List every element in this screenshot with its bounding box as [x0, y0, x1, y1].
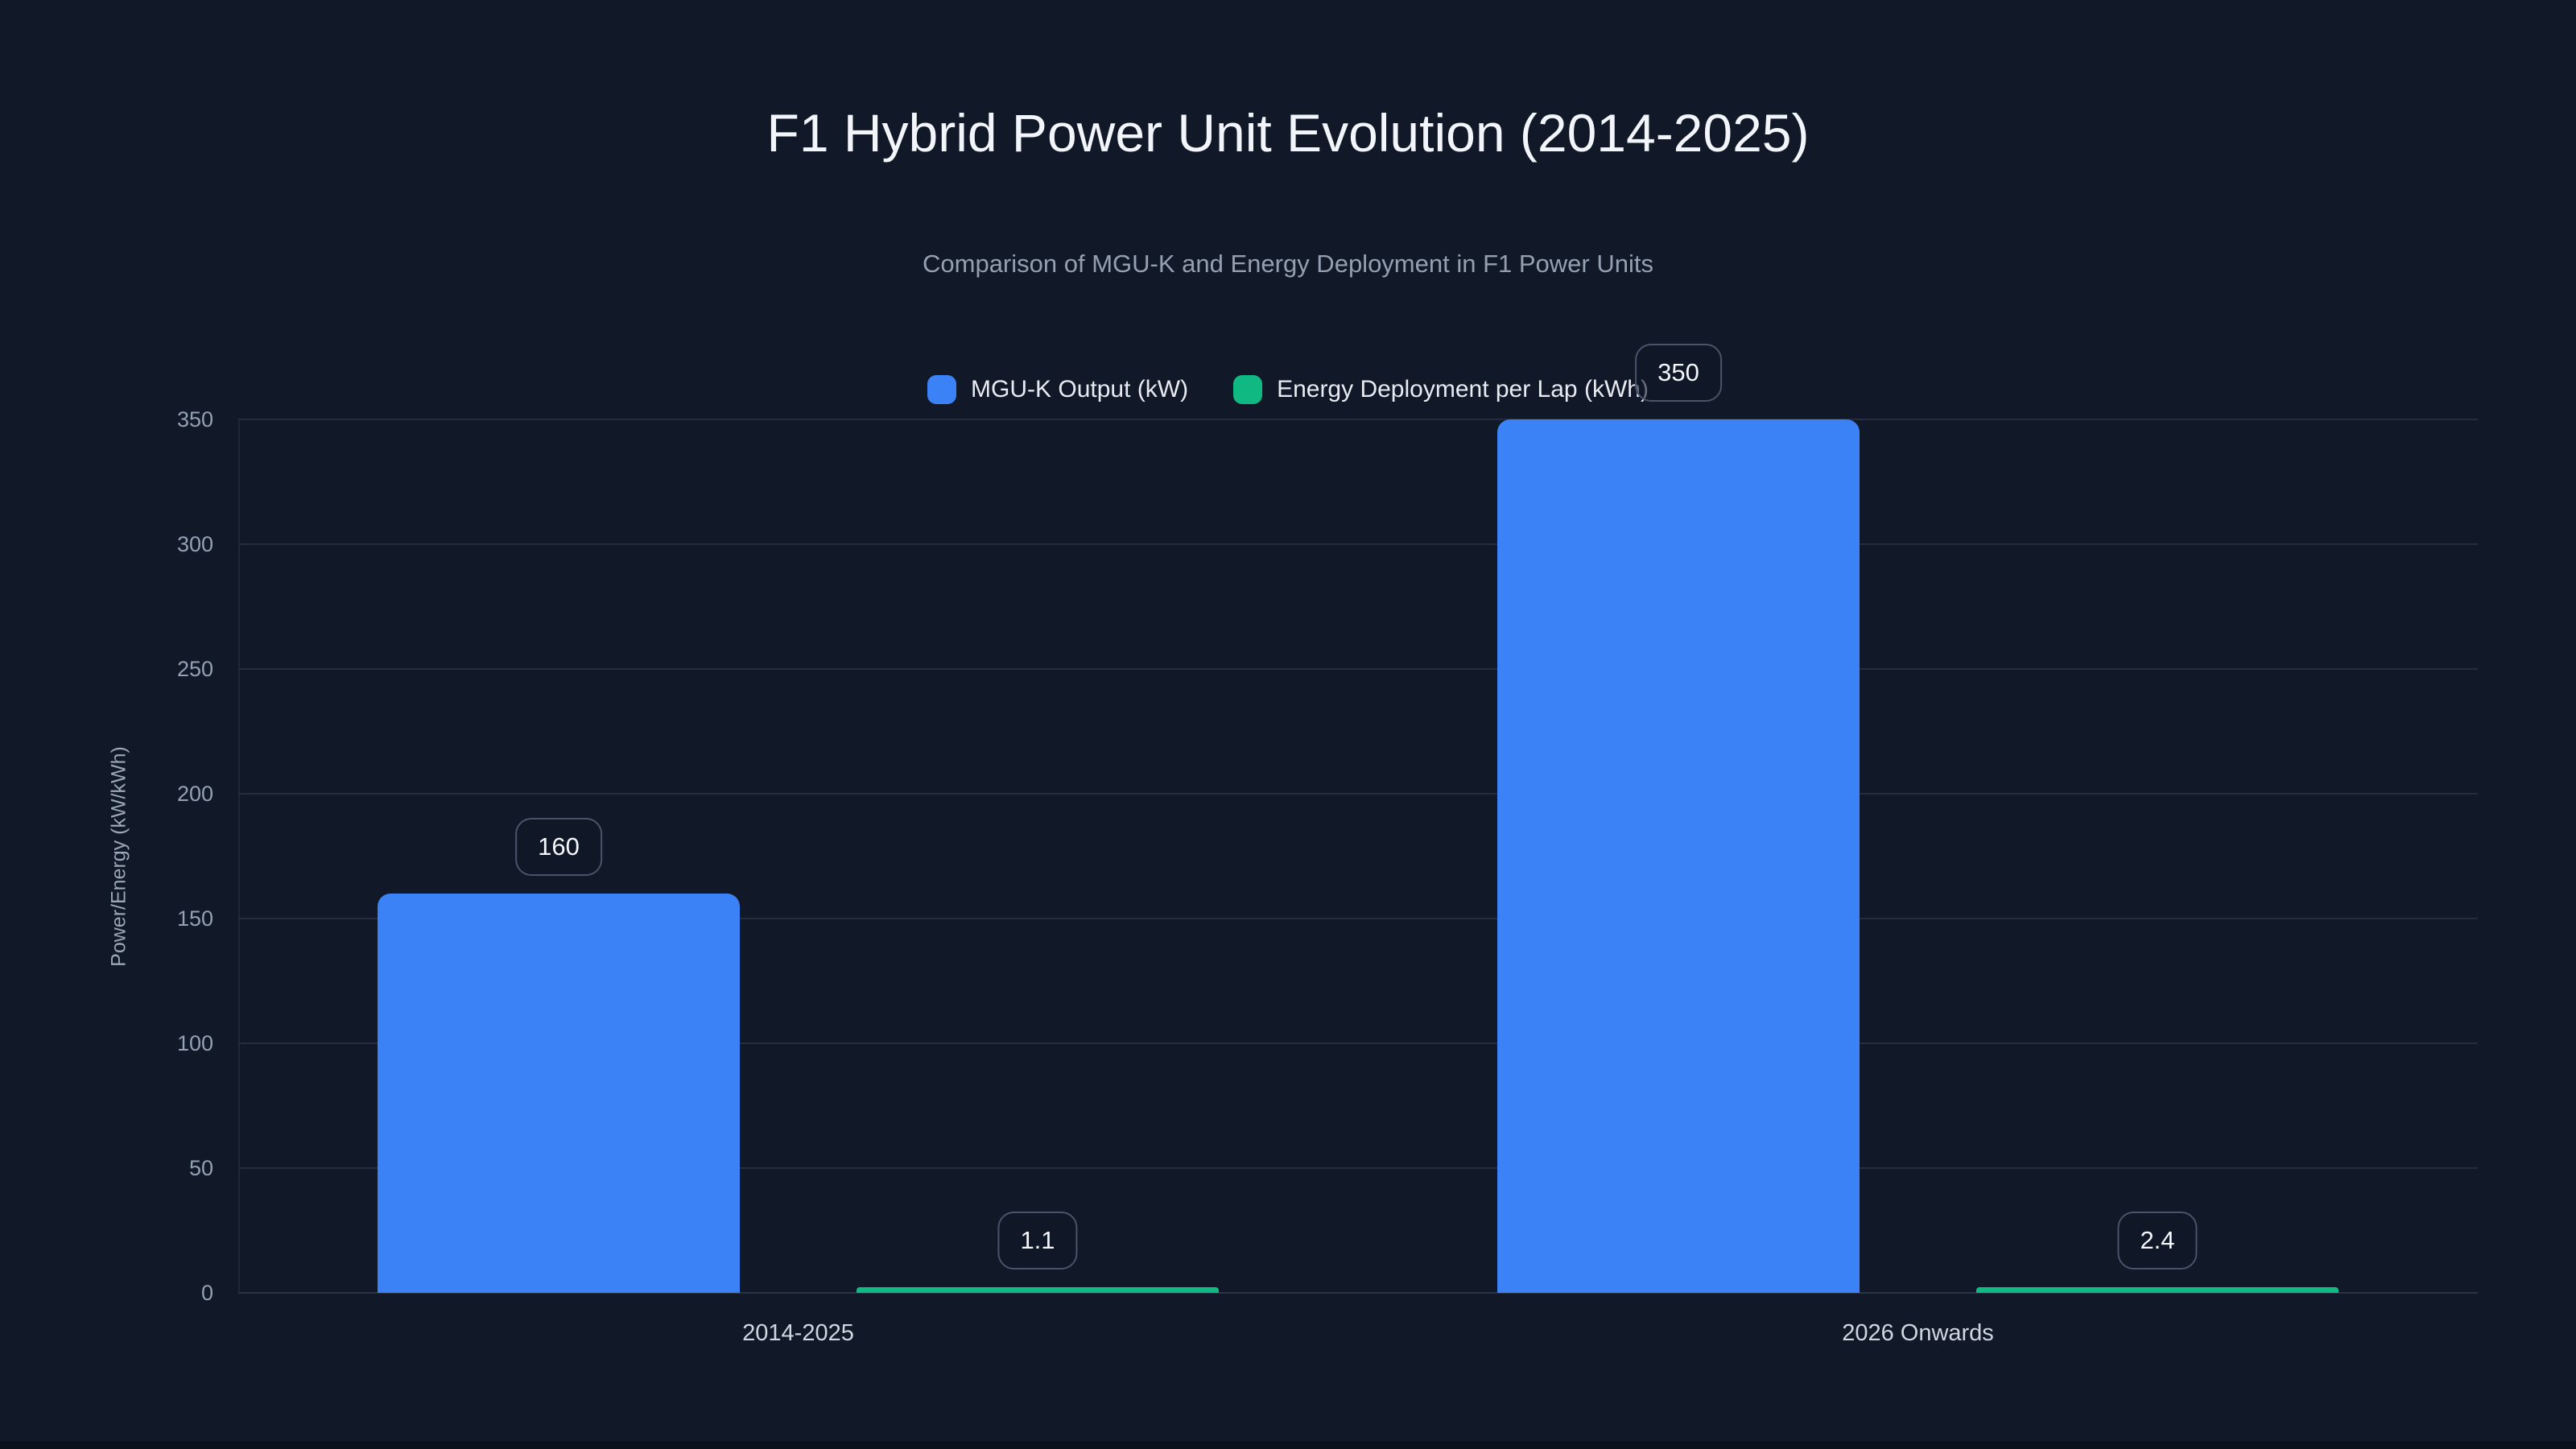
legend-swatch-green-icon	[1233, 375, 1263, 404]
gridline-300	[238, 543, 2478, 545]
bar-mgu-k-output-kw-2[interactable]	[1497, 419, 1860, 1293]
legend-label: Energy Deployment per Lap (kWh)	[1277, 376, 1649, 402]
value-label-160: 160	[515, 818, 602, 876]
y-tick-label-250: 250	[176, 657, 213, 681]
y-tick-label-100: 100	[176, 1031, 213, 1055]
y-axis-title: Power/Energy (kW/kWh)	[107, 746, 130, 967]
gridline-0	[238, 1292, 2478, 1294]
legend-item-energy-deployment[interactable]: Energy Deployment per Lap (kWh)	[1233, 375, 1649, 404]
y-tick-label-50: 50	[188, 1156, 213, 1180]
y-tick-label-0: 0	[200, 1281, 213, 1305]
gridline-150	[238, 918, 2478, 919]
bar-energy-deployment-per-lap-kwh-2[interactable]	[1976, 1287, 2339, 1293]
value-label-2.4: 2.4	[2117, 1212, 2198, 1269]
gridline-100	[238, 1042, 2478, 1044]
gridline-350	[238, 419, 2478, 420]
y-tick-label-300: 300	[176, 532, 213, 556]
legend-label: MGU-K Output (kW)	[971, 376, 1189, 402]
value-label-1.1: 1.1	[997, 1212, 1078, 1269]
x-tick-label: 2014-2025	[742, 1320, 854, 1346]
legend-item-mgu-k[interactable]: MGU-K Output (kW)	[927, 375, 1188, 404]
y-tick-label-150: 150	[176, 906, 213, 931]
chart-title: F1 Hybrid Power Unit Evolution (2014-202…	[766, 103, 1810, 163]
x-tick-label: 2026 Onwards	[1842, 1320, 1994, 1346]
gridline-200	[238, 793, 2478, 795]
value-label-350: 350	[1635, 344, 1722, 402]
legend-swatch-blue-icon	[927, 375, 957, 404]
chart-subtitle: Comparison of MGU-K and Energy Deploymen…	[923, 250, 1653, 278]
y-tick-label-350: 350	[176, 407, 213, 431]
bar-mgu-k-output-kw-1[interactable]	[378, 894, 740, 1293]
bottom-strip	[0, 1441, 2576, 1449]
bar-energy-deployment-per-lap-kwh-1[interactable]	[857, 1287, 1219, 1293]
legend: MGU-K Output (kW) Energy Deployment per …	[0, 375, 2576, 404]
y-axis-line	[238, 419, 240, 1293]
gridline-250	[238, 668, 2478, 670]
gridline-50	[238, 1167, 2478, 1169]
y-tick-label-200: 200	[176, 782, 213, 806]
